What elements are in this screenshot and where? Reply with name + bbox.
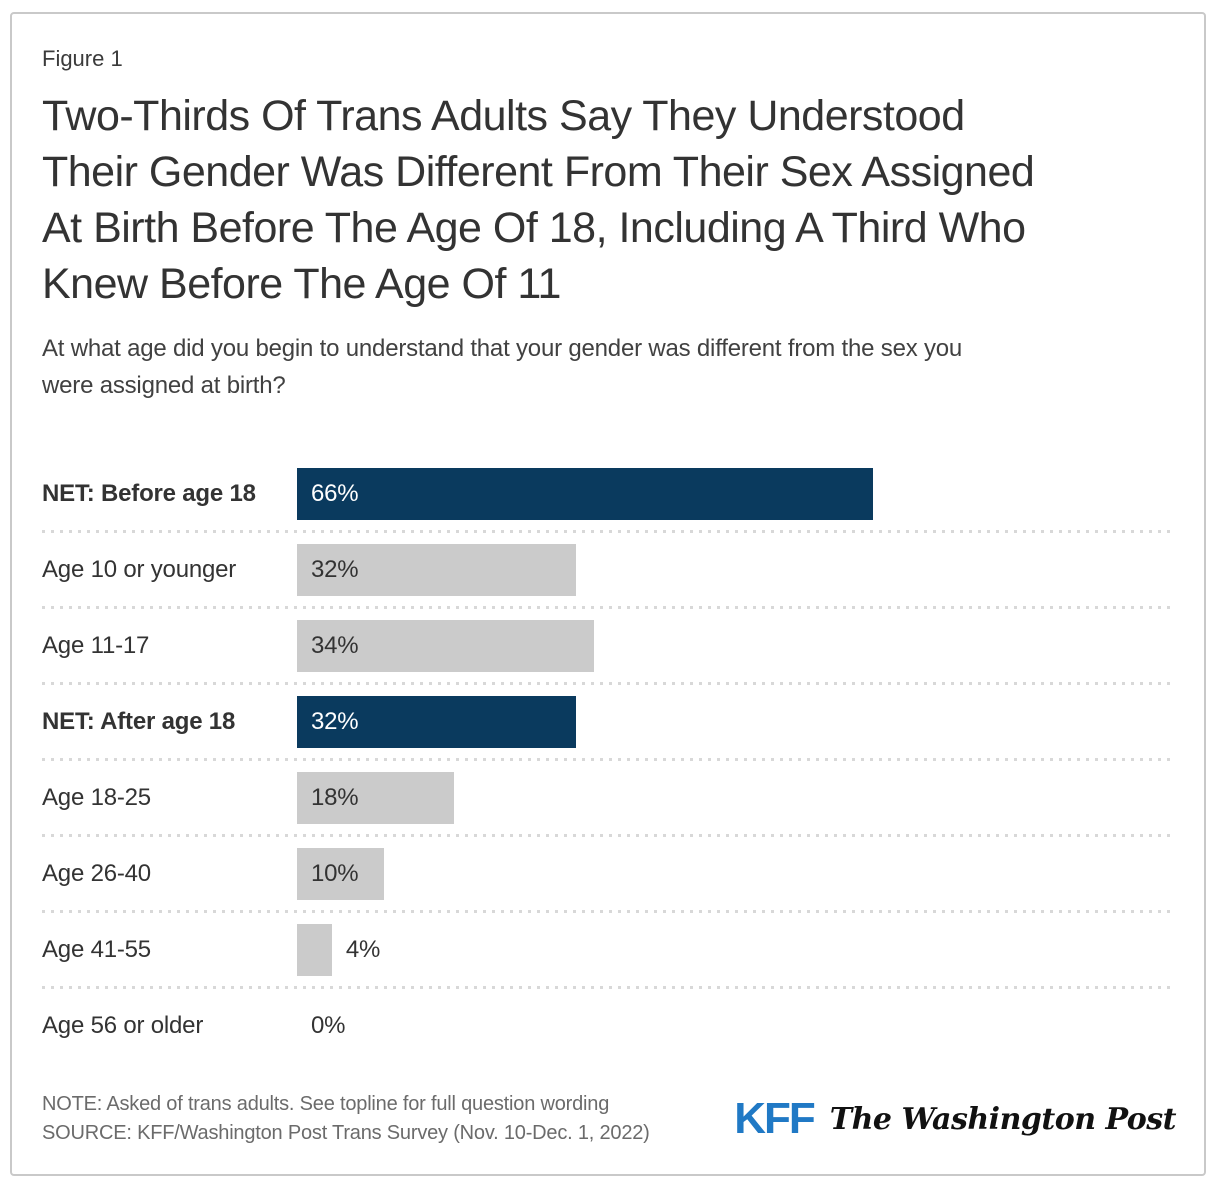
bar-value-label: 32% xyxy=(311,556,359,583)
bar-value-label: 18% xyxy=(311,784,359,811)
chart-row: Age 18-25 18% xyxy=(42,760,1176,837)
category-label: Age 41-55 xyxy=(42,936,151,963)
chart-title-line: Knew Before The Age Of 11 xyxy=(42,260,561,308)
bar-track: 32% xyxy=(297,696,1170,748)
category-label: NET: After age 18 xyxy=(42,708,236,735)
chart-title-line: Their Gender Was Different From Their Se… xyxy=(42,148,1035,196)
chart-row: Age 10 or younger 32% xyxy=(42,532,1176,609)
washington-post-logo: The Washington Post xyxy=(829,1101,1177,1137)
bar xyxy=(297,620,594,672)
bar-track: 32% xyxy=(297,544,1170,596)
bar-value-label: 32% xyxy=(311,708,359,735)
chart-footer: NOTE: Asked of trans adults. See topline… xyxy=(42,1090,1177,1148)
chart-subtitle-line: were assigned at birth? xyxy=(42,372,286,399)
chart-title-line: Two-Thirds Of Trans Adults Say They Unde… xyxy=(42,92,965,140)
kff-logo: KFF xyxy=(734,1094,816,1143)
category-label: Age 11-17 xyxy=(42,632,150,659)
bar xyxy=(297,848,385,900)
bar-track: 10% xyxy=(297,848,1170,900)
category-label: Age 26-40 xyxy=(42,860,151,887)
category-label: Age 10 or younger xyxy=(42,556,237,583)
bar xyxy=(297,696,577,748)
bar-track: 34% xyxy=(297,620,1170,672)
bar-chart: NET: Before age 18 66% Age 10 or younger… xyxy=(42,456,1176,1064)
bar xyxy=(297,544,577,596)
bar-track: 66% xyxy=(297,468,1170,520)
bar-value-label: 4% xyxy=(345,936,381,963)
bar-value-label: 66% xyxy=(311,480,359,507)
bar-value-label: 34% xyxy=(311,632,359,659)
category-label: NET: Before age 18 xyxy=(42,480,256,507)
category-label: Age 18-25 xyxy=(42,784,151,811)
chart-title-line: At Birth Before The Age Of 18, Including… xyxy=(42,204,1026,252)
chart-row: Age 26-40 10% xyxy=(42,836,1176,913)
footnotes: NOTE: Asked of trans adults. See topline… xyxy=(42,1090,650,1148)
note-text: NOTE: Asked of trans adults. See topline… xyxy=(42,1093,610,1115)
bar xyxy=(297,468,874,520)
chart-subtitle: At what age did you begin to understand … xyxy=(42,330,1176,404)
source-text: SOURCE: KFF/Washington Post Trans Survey… xyxy=(42,1122,650,1144)
logos: KFF The Washington Post xyxy=(734,1097,1176,1141)
bar xyxy=(297,924,332,976)
bar-value-label: 0% xyxy=(311,1012,346,1039)
chart-row: NET: After age 18 32% xyxy=(42,684,1176,761)
chart-subtitle-line: At what age did you begin to understand … xyxy=(42,335,963,362)
chart-row: Age 11-17 34% xyxy=(42,608,1176,685)
figure-label: Figure 1 xyxy=(42,46,123,71)
bar-track: 4% xyxy=(297,924,1170,976)
bar-value-label: 10% xyxy=(311,860,359,887)
chart-title: Two-Thirds Of Trans Adults Say They Unde… xyxy=(42,88,1176,312)
chart-row: NET: Before age 18 66% xyxy=(42,456,1176,533)
category-label: Age 56 or older xyxy=(42,1012,204,1039)
bar-track: 0% xyxy=(297,1000,1170,1052)
chart-row: Age 56 or older 0% xyxy=(42,988,1176,1064)
chart-row: Age 41-55 4% xyxy=(42,912,1176,989)
bar xyxy=(297,772,455,824)
bar-track: 18% xyxy=(297,772,1170,824)
figure-card: Figure 1 Two-Thirds Of Trans Adults Say … xyxy=(10,12,1206,1176)
